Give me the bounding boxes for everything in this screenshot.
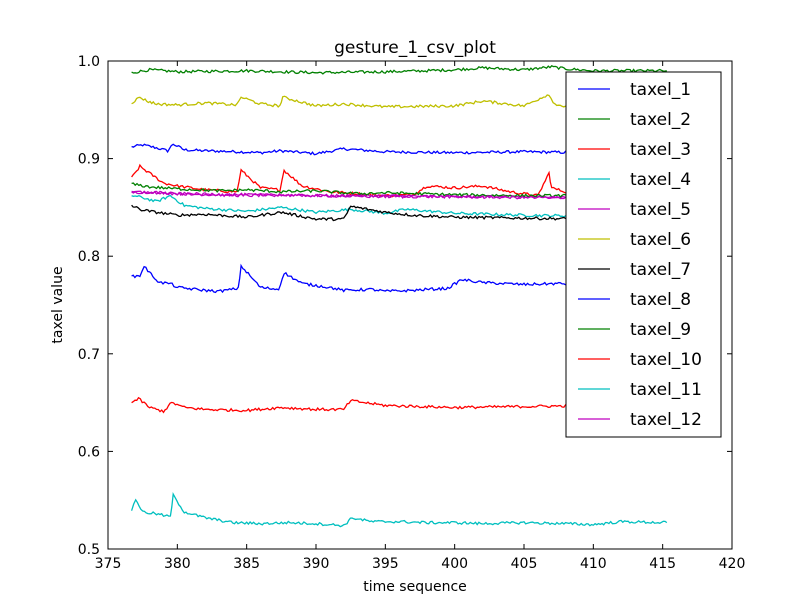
legend-frame	[565, 71, 722, 438]
legend-entry: taxel_2	[578, 110, 691, 130]
series-line-taxel-11	[130, 492, 668, 528]
legend-entry: taxel_8	[578, 290, 691, 310]
y-axis-label: taxel value	[50, 266, 66, 343]
x-tick-label: 415	[649, 556, 676, 572]
y-tick-label: 0.5	[78, 542, 100, 558]
legend-entry: taxel_12	[578, 410, 702, 430]
legend-label: taxel_8	[630, 290, 691, 310]
ticks-layer: 375 380 385 390 395 400 405 410 415 420 0.5 0.6 0.7 0…	[78, 54, 746, 572]
legend-entry: taxel_11	[578, 380, 702, 400]
legend-label: taxel_5	[630, 200, 691, 220]
legend-label: taxel_3	[630, 140, 691, 160]
x-tick-label: 410	[580, 556, 607, 572]
y-tick-label: 0.9	[78, 152, 100, 168]
x-axis-label: time sequence	[363, 579, 467, 595]
legend-entry: taxel_3	[578, 140, 691, 160]
x-tick-label: 390	[303, 556, 330, 572]
x-tick-label: 405	[511, 556, 538, 572]
legend-label: taxel_6	[630, 230, 691, 250]
y-tick-label: 1.0	[78, 54, 100, 70]
legend-label: taxel_1	[630, 80, 691, 100]
x-tick-label: 385	[233, 556, 260, 572]
plot-frame	[107, 60, 733, 550]
legend-entry: taxel_5	[578, 200, 691, 220]
x-tick-label: 420	[719, 556, 746, 572]
y-tick-label: 0.8	[78, 249, 100, 265]
legend-label: taxel_12	[630, 410, 702, 430]
y-tick-label: 0.6	[78, 444, 100, 460]
legend-label: taxel_7	[630, 260, 691, 280]
chart-title: gesture_1_csv_plot	[334, 38, 496, 58]
x-tick-label: 380	[164, 556, 191, 572]
legend-entry: taxel_4	[578, 170, 691, 190]
legend-label: taxel_2	[630, 110, 691, 130]
legend-label: taxel_11	[630, 380, 702, 400]
legend-label: taxel_4	[630, 170, 691, 190]
legend-entry: taxel_1	[578, 80, 691, 100]
legend-entry: taxel_9	[578, 320, 691, 340]
legend-entry: taxel_10	[578, 350, 702, 370]
x-tick-label: 395	[372, 556, 399, 572]
x-tick-label: 400	[441, 556, 468, 572]
y-tick-label: 0.7	[78, 347, 100, 363]
legend-label: taxel_10	[630, 350, 702, 370]
series-line-taxel-2	[131, 65, 667, 75]
legend-entry: taxel_7	[578, 260, 691, 280]
legend-entry: taxel_6	[578, 230, 691, 250]
legend-label: taxel_9	[630, 320, 691, 340]
x-tick-label: 375	[95, 556, 122, 572]
legend: taxel_1 taxel_2 taxel_3 taxel_4 taxel_5taxel…	[565, 71, 722, 438]
legend-entries: taxel_1 taxel_2 taxel_3 taxel_4 taxel_5taxel…	[578, 80, 702, 430]
